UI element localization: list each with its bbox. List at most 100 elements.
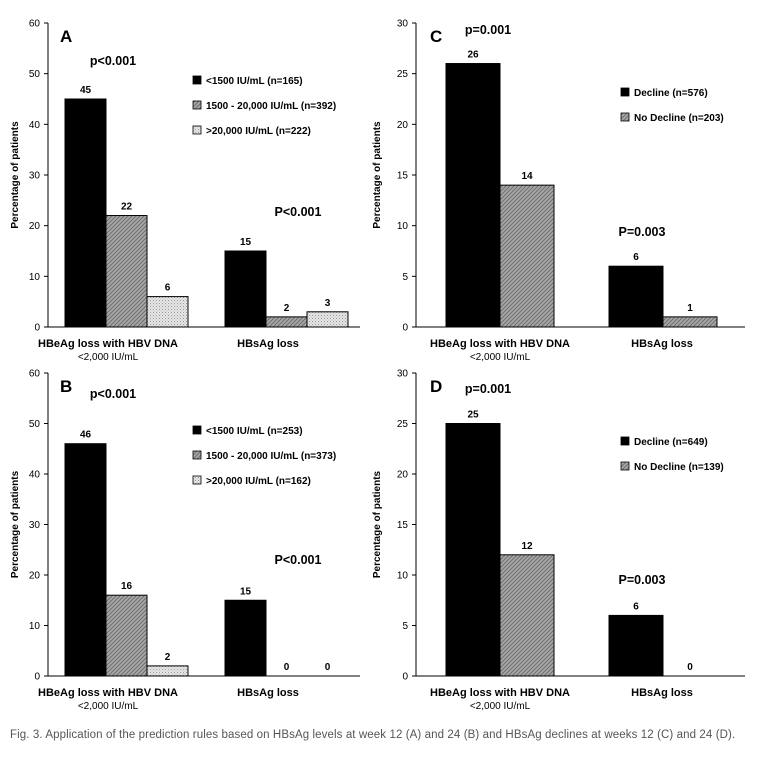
bar-value-label: 25	[467, 410, 479, 421]
panel-letter: D	[430, 377, 442, 396]
y-tick-label: 30	[29, 520, 41, 531]
legend-swatch	[192, 475, 202, 485]
bar	[105, 215, 148, 328]
y-tick-label: 40	[29, 470, 41, 481]
legend-label: >20,000 IU/mL (n=162)	[206, 476, 311, 487]
panel-letter: A	[60, 27, 72, 46]
y-tick-label: 15	[397, 520, 409, 531]
legend-label: >20,000 IU/mL (n=222)	[206, 126, 311, 137]
legend-label: 1500 - 20,000 IU/mL (n=373)	[206, 451, 336, 462]
bar	[265, 316, 308, 328]
bar-value-label: 15	[240, 586, 252, 597]
y-tick-label: 30	[29, 171, 41, 182]
panel-letter: C	[430, 27, 442, 46]
y-tick-label: 25	[397, 69, 409, 80]
x-category-label: HBsAg loss	[237, 338, 299, 350]
y-tick-label: 0	[34, 323, 40, 334]
legend-label: No Decline (n=139)	[634, 462, 724, 473]
bar-value-label: 16	[121, 581, 133, 592]
x-category-label: HBsAg loss	[631, 687, 693, 699]
p-value-annotation: p=0.001	[465, 382, 511, 396]
bar-value-label: 14	[521, 171, 533, 182]
bar	[64, 98, 107, 328]
y-tick-label: 0	[402, 672, 408, 683]
x-category-label: HBeAg loss with HBV DNA <2,000 IU/mL	[38, 687, 178, 712]
bar-value-label: 1	[687, 303, 693, 314]
legend-swatch	[620, 112, 630, 122]
legend-swatch	[620, 436, 630, 446]
p-value-annotation: p<0.001	[90, 387, 136, 401]
y-tick-label: 10	[29, 621, 41, 632]
legend-swatch	[192, 450, 202, 460]
y-tick-label: 50	[29, 419, 41, 430]
bar	[146, 665, 189, 677]
legend-swatch	[192, 75, 202, 85]
bar-value-label: 6	[165, 283, 171, 294]
y-axis-label: Percentage of patients	[10, 121, 21, 229]
y-axis-label: Percentage of patients	[372, 470, 383, 578]
bar	[608, 265, 664, 328]
legend-swatch	[620, 87, 630, 97]
y-tick-label: 30	[397, 369, 409, 380]
p-value-annotation: P<0.001	[275, 205, 322, 219]
y-tick-label: 10	[397, 571, 409, 582]
y-tick-label: 10	[397, 221, 409, 232]
y-tick-label: 5	[402, 272, 408, 283]
p-value-annotation: P=0.003	[619, 573, 666, 587]
p-value-annotation: P=0.003	[619, 225, 666, 239]
figure-caption: Fig. 3. Application of the prediction ru…	[10, 729, 736, 741]
x-category-label: HBsAg loss	[631, 338, 693, 350]
y-tick-label: 30	[397, 19, 409, 30]
y-axis-label: Percentage of patients	[372, 121, 383, 229]
bar	[105, 594, 148, 677]
y-tick-label: 15	[397, 171, 409, 182]
bar-value-label: 45	[80, 85, 92, 96]
bar	[499, 184, 555, 328]
y-tick-label: 60	[29, 19, 41, 30]
x-category-label: HBsAg loss	[237, 687, 299, 699]
x-category-label: HBeAg loss with HBV DNA <2,000 IU/mL	[430, 338, 570, 363]
legend-swatch	[192, 425, 202, 435]
legend-label: 1500 - 20,000 IU/mL (n=392)	[206, 101, 336, 112]
p-value-annotation: p=0.001	[465, 23, 511, 37]
y-tick-label: 60	[29, 369, 41, 380]
bar-value-label: 6	[633, 252, 639, 263]
chart-panel-c: 0 5 10 15 20 25 30 Percentage of patients C 26 14 H…	[372, 19, 745, 363]
bar	[499, 554, 555, 677]
legend-swatch	[620, 461, 630, 471]
p-value-annotation: p<0.001	[90, 54, 136, 68]
x-category-label: HBeAg loss with HBV DNA <2,000 IU/mL	[38, 338, 178, 363]
x-category-label: HBeAg loss with HBV DNA <2,000 IU/mL	[430, 687, 570, 712]
bar-value-label: 22	[121, 202, 133, 213]
y-tick-label: 20	[29, 571, 41, 582]
y-tick-label: 10	[29, 272, 41, 283]
bar-value-label: 0	[284, 662, 290, 673]
bar-value-label: 12	[521, 541, 533, 552]
y-tick-label: 20	[397, 120, 409, 131]
legend-label: Decline (n=649)	[634, 437, 708, 448]
bar-value-label: 15	[240, 237, 252, 248]
bar	[64, 443, 107, 677]
y-tick-label: 20	[397, 470, 409, 481]
bar-value-label: 0	[325, 662, 331, 673]
legend-label: <1500 IU/mL (n=165)	[206, 76, 303, 87]
bar	[224, 250, 267, 328]
legend-label: No Decline (n=203)	[634, 113, 724, 124]
bar-value-label: 6	[633, 601, 639, 612]
bar-value-label: 3	[325, 298, 331, 309]
bar	[662, 316, 718, 328]
y-axis-label: Percentage of patients	[10, 470, 21, 578]
bar	[608, 614, 664, 677]
bar	[306, 311, 349, 328]
y-tick-label: 0	[34, 672, 40, 683]
y-tick-label: 0	[402, 323, 408, 334]
y-tick-label: 50	[29, 69, 41, 80]
p-value-annotation: P<0.001	[275, 553, 322, 567]
bar	[445, 423, 501, 677]
legend-label: <1500 IU/mL (n=253)	[206, 426, 303, 437]
y-tick-label: 5	[402, 621, 408, 632]
bar-value-label: 2	[284, 303, 290, 314]
legend-swatch	[192, 100, 202, 110]
